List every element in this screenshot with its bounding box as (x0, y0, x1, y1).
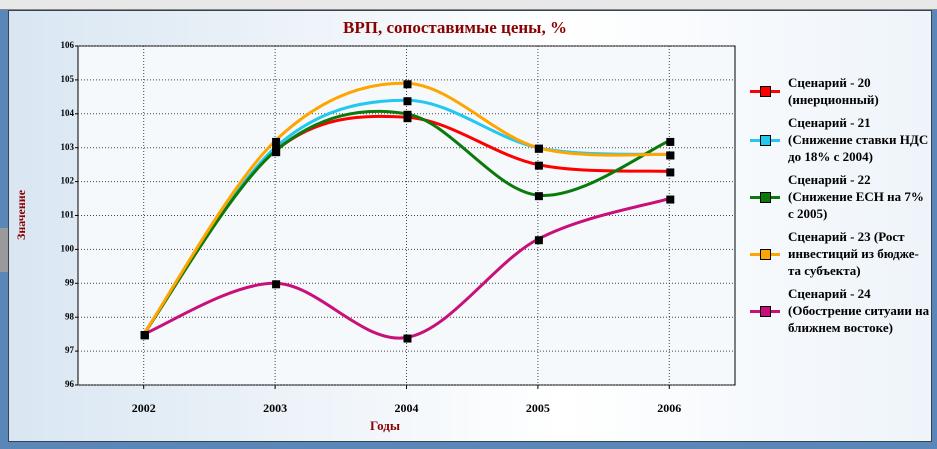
marker (403, 80, 412, 89)
y-tick-label: 105 (61, 74, 75, 84)
marker (666, 168, 675, 177)
y-tick-label: 104 (61, 108, 75, 118)
x-tick-label: 2003 (263, 401, 287, 415)
y-tick-label: 99 (65, 277, 75, 287)
marker (272, 280, 281, 289)
chart-title: ВРП, сопоставимые цены, % (343, 18, 567, 37)
y-tick-label: 101 (61, 210, 75, 220)
legend-label: Сценарий - 20 (инерционный) (788, 75, 879, 107)
legend-entry: Сценарий - 23 (Рост инвестиций из бюдже-… (748, 228, 930, 279)
y-axis-label: Значение (14, 189, 28, 240)
legend-label: Сценарий - 22 (Снижение ЕСН на 7% с 2005… (788, 172, 924, 221)
y-tick-label: 98 (65, 311, 75, 321)
marker (534, 144, 543, 153)
legend-label: Сценарий - 21 (Снижение ставки НДС до 18… (788, 115, 929, 164)
toolbar (0, 0, 937, 10)
legend-entry: Сценарий - 20 (инерционный) (748, 74, 930, 108)
legend-label: Сценарий - 23 (Рост инвестиций из бюдже-… (788, 229, 919, 278)
marker (140, 331, 149, 340)
y-tick-label: 103 (61, 142, 75, 152)
marker (666, 151, 675, 160)
marker (534, 236, 543, 245)
legend-label: Сценарий - 24 (Обострение ситуаии на бли… (788, 286, 930, 335)
marker (272, 148, 281, 157)
x-axis-label: Годы (370, 418, 400, 433)
x-tick-label: 2002 (132, 401, 156, 415)
legend-entry: Сценарий - 24 (Обострение ситуаии на бли… (748, 285, 930, 336)
y-tick-label: 102 (61, 176, 75, 186)
marker (534, 161, 543, 170)
marker (403, 334, 412, 343)
y-tick-label: 100 (61, 243, 75, 253)
y-tick-label: 97 (65, 345, 75, 355)
legend-swatch (750, 191, 780, 203)
y-tick-label: 96 (65, 379, 75, 389)
legend-swatch (750, 248, 780, 260)
legend-swatch (750, 86, 780, 97)
marker (666, 137, 675, 146)
series-line (142, 81, 670, 335)
legend: Сценарий - 20 (инерционный) Сценарий - 21… (748, 74, 930, 336)
x-tick-label: 2006 (657, 401, 681, 415)
legend-entry: Сценарий - 22 (Снижение ЕСН на 7% с 2005… (748, 171, 930, 222)
legend-swatch (750, 305, 780, 317)
marker (534, 192, 543, 201)
y-tick-label: 106 (61, 40, 75, 50)
marker (403, 110, 412, 119)
marker (666, 195, 675, 204)
x-tick-label: 2004 (395, 401, 419, 415)
legend-swatch (750, 134, 780, 146)
marker (403, 97, 412, 106)
x-tick-label: 2005 (526, 401, 550, 415)
legend-entry: Сценарий - 21 (Снижение ставки НДС до 18… (748, 114, 930, 165)
marker (272, 137, 281, 146)
